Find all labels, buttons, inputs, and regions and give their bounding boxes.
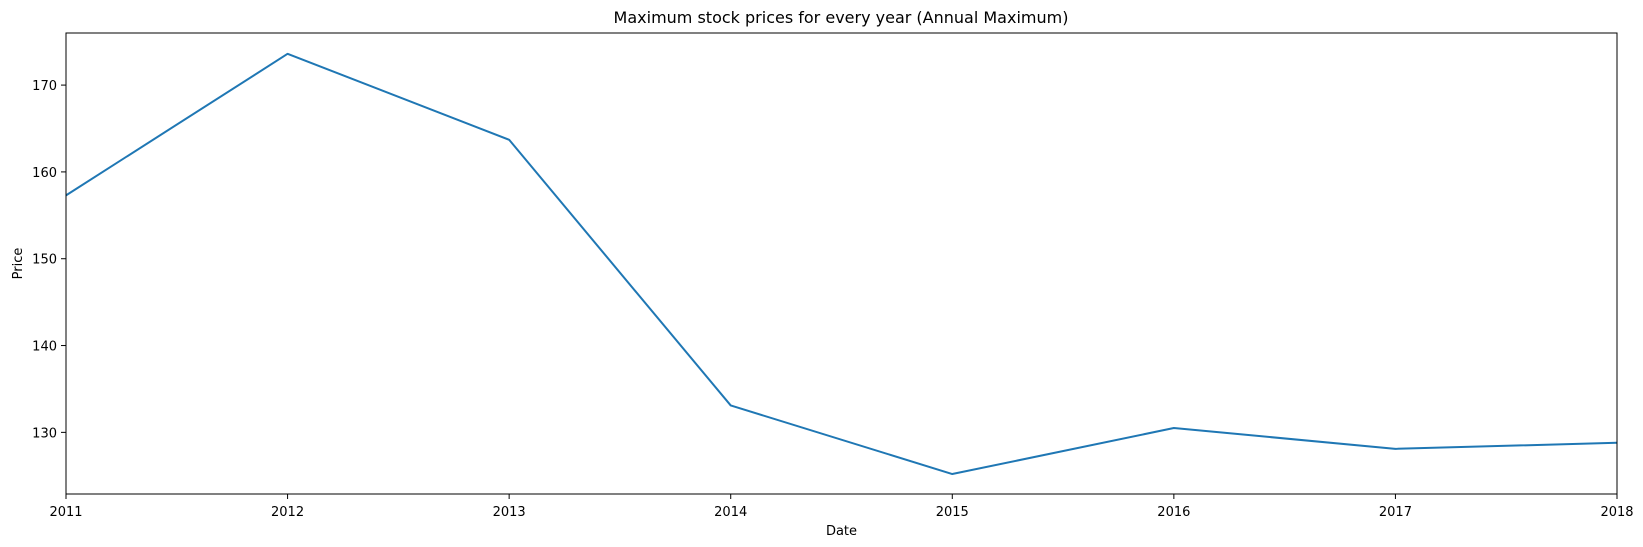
- y-tick-label: 160: [32, 166, 57, 181]
- y-tick-label: 140: [32, 340, 57, 355]
- y-tick-label: 170: [32, 79, 57, 94]
- x-axis-label: Date: [826, 524, 857, 539]
- y-tick-label: 130: [32, 426, 57, 441]
- y-axis-label: Price: [11, 248, 26, 280]
- y-axis: 130 140 150 160 170: [32, 79, 66, 441]
- y-tick-label: 150: [32, 253, 57, 268]
- x-axis: 2011 2012 2013 2014 2015 2016 2017 2018: [49, 494, 1634, 520]
- x-tick-label: 2016: [1157, 505, 1190, 520]
- x-tick-label: 2014: [714, 505, 747, 520]
- x-tick-label: 2011: [49, 505, 82, 520]
- plot-area: [65, 52, 1618, 476]
- x-tick-label: 2015: [936, 505, 969, 520]
- chart-title: Maximum stock prices for every year (Ann…: [614, 8, 1069, 27]
- x-tick-label: 2017: [1379, 505, 1412, 520]
- x-tick-label: 2013: [493, 505, 526, 520]
- x-tick-label: 2018: [1600, 505, 1633, 520]
- series-line: [65, 52, 1618, 476]
- x-tick-label: 2012: [271, 505, 304, 520]
- plot-frame: [65, 32, 1618, 495]
